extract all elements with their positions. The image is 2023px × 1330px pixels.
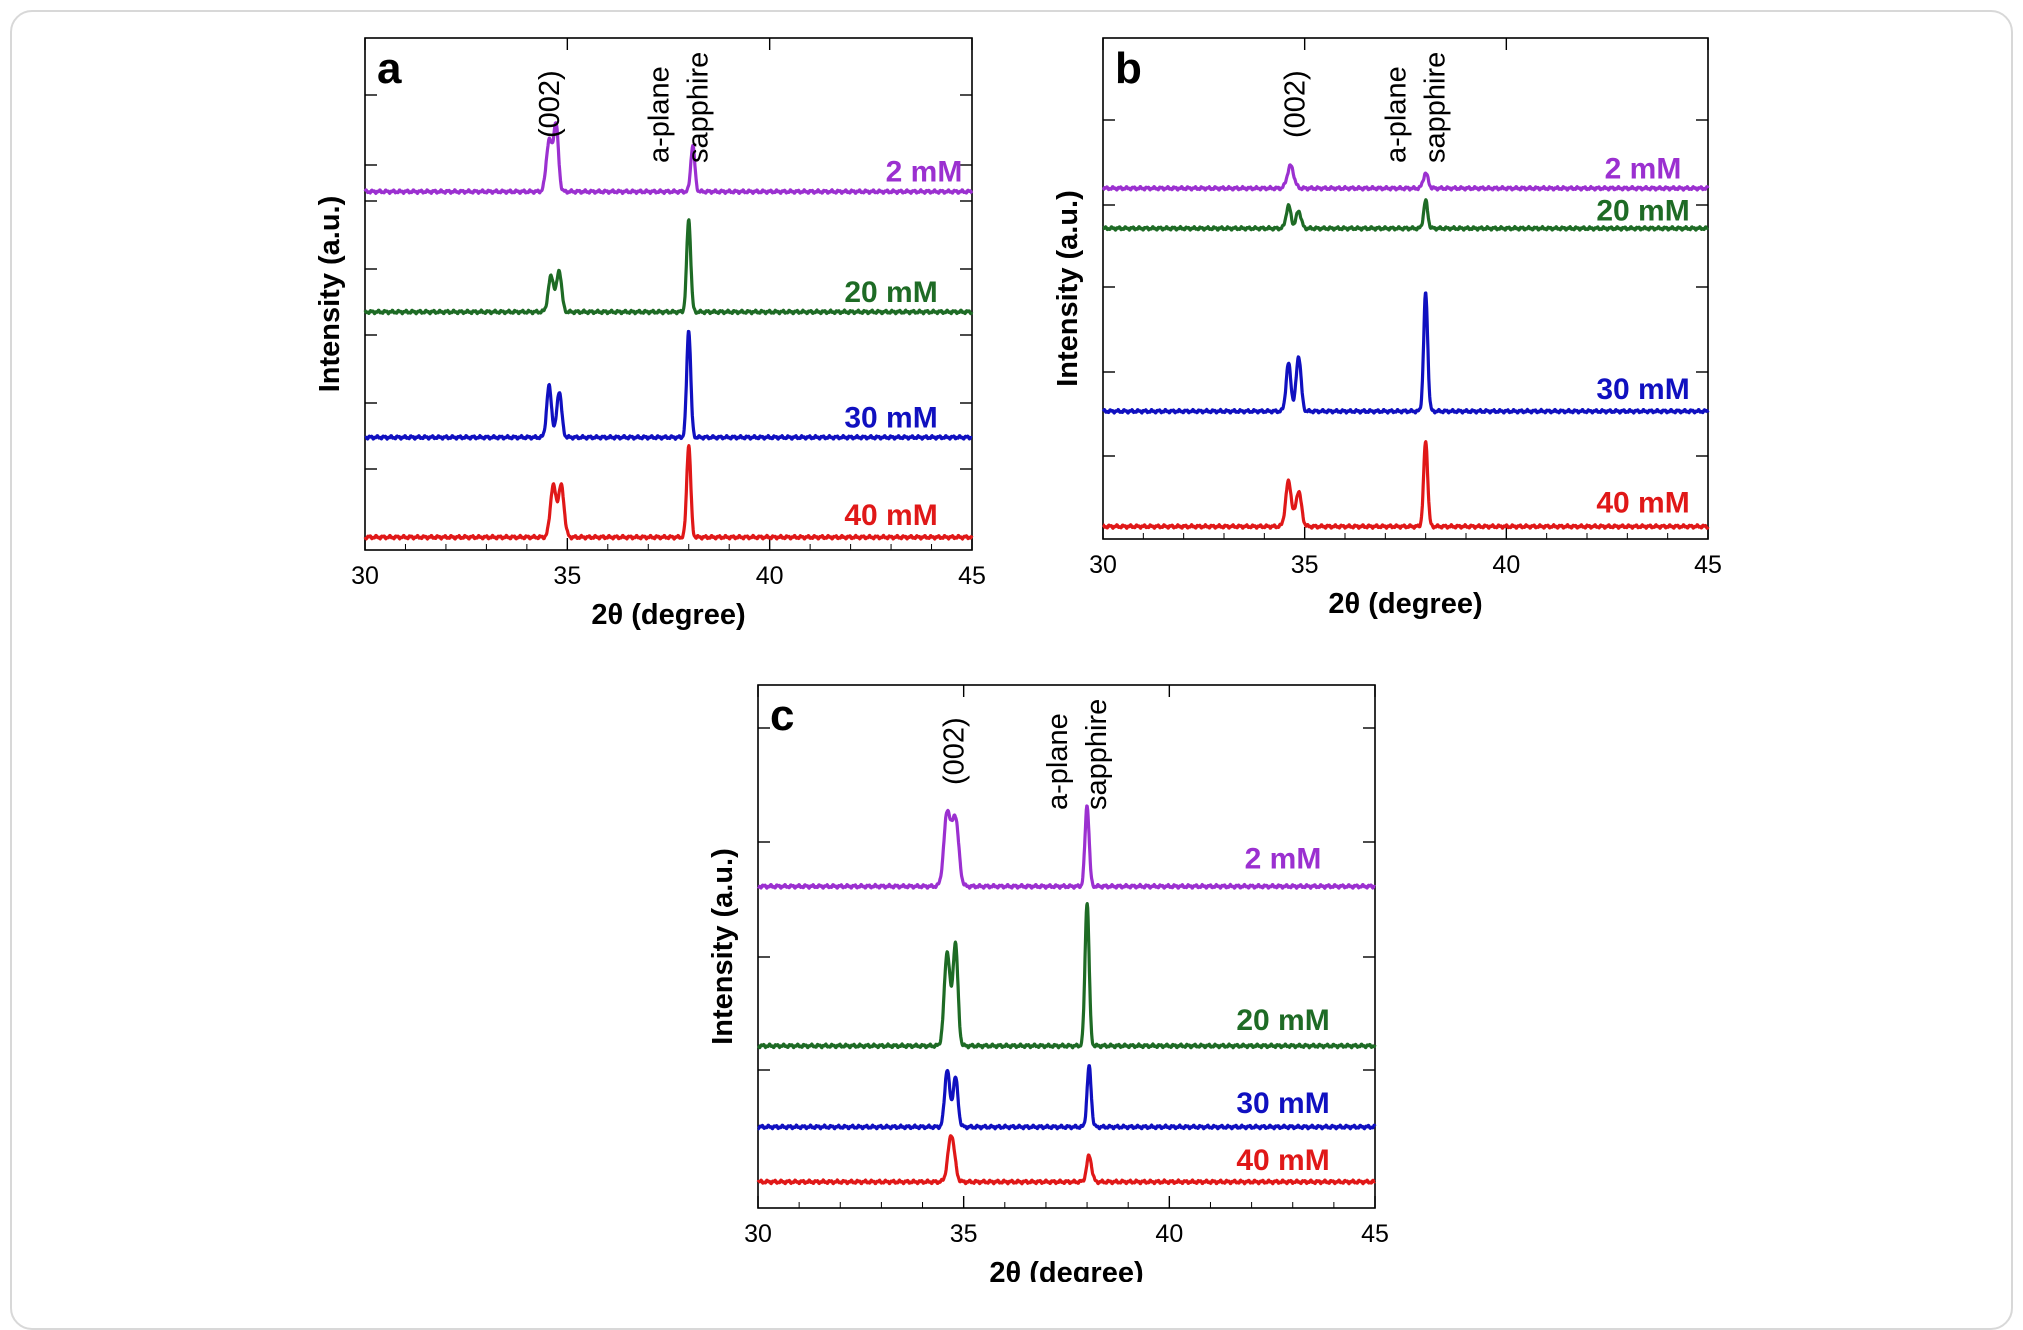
series-label: 20 mM	[844, 276, 937, 309]
x-tick-label: 40	[756, 562, 784, 590]
series-line-30-mm	[363, 329, 974, 441]
panel-label: a	[377, 44, 402, 93]
y-axis-label: Intensity (a.u.)	[707, 848, 739, 1045]
plot-frame	[364, 37, 973, 551]
series-line-40-mm	[756, 1134, 1377, 1186]
peak-annotation: a-plane	[1381, 66, 1413, 163]
x-tick-label: 45	[1361, 1220, 1389, 1248]
series-label: 30 mM	[1236, 1087, 1329, 1120]
x-axis-label: 2θ (degree)	[591, 599, 745, 631]
series-label: 40 mM	[1236, 1144, 1329, 1177]
series-line-2-mm	[363, 121, 974, 195]
peak-annotation: sapphire	[1420, 52, 1452, 163]
series-label: 30 mM	[1596, 373, 1689, 406]
series-label: 20 mM	[1596, 194, 1689, 227]
x-axis-label: 2θ (degree)	[1328, 588, 1482, 620]
series-line-40-mm	[1101, 440, 1710, 530]
panel-label: c	[770, 691, 794, 740]
x-tick-label: 45	[1694, 551, 1722, 579]
peak-annotation: a-plane	[644, 66, 676, 163]
x-axis-label: 2θ (degree)	[989, 1257, 1143, 1282]
series-label: 2 mM	[1245, 842, 1322, 875]
series-line-20-mm	[1101, 198, 1710, 232]
series-label: 20 mM	[1236, 1004, 1329, 1037]
chart-panel-b: 30 35 40 45 2θ (degree) Intensity (a.u.) b 2 mM…	[1052, 37, 1722, 620]
peak-annotation: (002)	[534, 70, 566, 138]
xrd-figure: 30 35 40 45 2θ (degree) Intensity (a.u.) a 2 mM…	[314, 37, 1722, 1282]
series-line-30-mm	[756, 1064, 1377, 1131]
x-tick-label: 35	[553, 562, 581, 590]
chart-panel-c: 30 35 40 45 2θ (degree) Intensity (a.u.) c 2 mM…	[707, 684, 1389, 1282]
peak-annotation: (002)	[1280, 70, 1312, 138]
series-line-2-mm	[1101, 163, 1710, 192]
x-tick-label: 40	[1492, 551, 1520, 579]
series-line-30-mm	[1101, 291, 1710, 415]
series-label: 2 mM	[886, 156, 963, 189]
series-label: 30 mM	[844, 401, 937, 434]
plot-frame	[757, 684, 1376, 1209]
y-axis-label: Intensity (a.u.)	[1052, 190, 1084, 387]
panel-label: b	[1115, 44, 1142, 93]
x-tick-label: 35	[1291, 551, 1319, 579]
peak-annotation: sapphire	[1081, 699, 1113, 810]
series-label: 40 mM	[1596, 486, 1689, 519]
chart-panel-a: 30 35 40 45 2θ (degree) Intensity (a.u.) a 2 mM…	[314, 37, 986, 631]
series-label: 40 mM	[844, 499, 937, 532]
peak-annotation: (002)	[938, 717, 970, 785]
series-line-20-mm	[756, 902, 1377, 1050]
x-tick-label: 30	[1089, 551, 1117, 579]
series-label: 2 mM	[1605, 152, 1682, 185]
peak-annotation: a-plane	[1042, 713, 1074, 810]
x-tick-label: 40	[1155, 1220, 1183, 1248]
series-line-20-mm	[363, 218, 974, 316]
x-tick-label: 30	[744, 1220, 772, 1248]
x-tick-label: 45	[958, 562, 986, 590]
series-line-40-mm	[363, 444, 974, 541]
x-tick-label: 30	[351, 562, 379, 590]
plot-frame	[1102, 37, 1709, 540]
series-line-2-mm	[756, 804, 1377, 890]
x-tick-label: 35	[950, 1220, 978, 1248]
peak-annotation: sapphire	[683, 52, 715, 163]
y-axis-label: Intensity (a.u.)	[314, 196, 346, 393]
